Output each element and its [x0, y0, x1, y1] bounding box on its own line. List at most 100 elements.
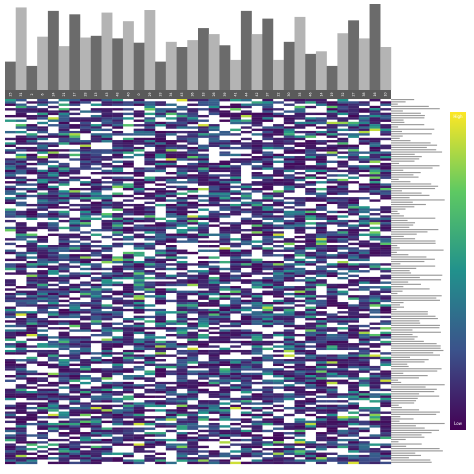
- heatmap-cell: [294, 388, 306, 392]
- column-label: 44: [244, 92, 248, 96]
- heatmap-cell: [273, 448, 284, 451]
- heatmap-cell: [358, 420, 370, 424]
- heatmap-cell: [348, 354, 359, 357]
- heatmap-cell: [262, 135, 274, 138]
- heatmap-cell: [112, 169, 124, 173]
- heatmap-cell: [133, 149, 145, 152]
- heatmap-cell: [230, 158, 242, 161]
- heatmap-cell: [133, 422, 145, 426]
- heatmap-cell: [219, 276, 231, 280]
- row-bar: [391, 165, 440, 167]
- heatmap-cell: [230, 119, 242, 122]
- heatmap-cell: [198, 187, 209, 191]
- heatmap-cell: [101, 370, 113, 373]
- heatmap-cell: [5, 429, 16, 433]
- heatmap-cell: [208, 181, 220, 184]
- heatmap-cell: [176, 219, 188, 223]
- heatmap-cell: [348, 181, 359, 184]
- heatmap-cell: [58, 112, 70, 116]
- heatmap-cell: [47, 448, 59, 451]
- heatmap-cell: [230, 254, 242, 257]
- heatmap-cell: [47, 429, 59, 433]
- heatmap-cell: [133, 386, 145, 389]
- heatmap-cell: [122, 208, 134, 211]
- heatmap-cell: [90, 233, 102, 236]
- heatmap-cell: [230, 427, 242, 430]
- heatmap-cell: [26, 276, 38, 280]
- heatmap-cell: [208, 459, 220, 462]
- heatmap-cell: [230, 297, 242, 300]
- heatmap-cell: [283, 240, 295, 243]
- heatmap-cell: [122, 336, 134, 339]
- heatmap-cell: [5, 308, 16, 312]
- heatmap-cell: [198, 400, 209, 403]
- heatmap-cell: [90, 156, 102, 159]
- heatmap-cell: [273, 215, 284, 218]
- heatmap-cell: [187, 110, 199, 113]
- heatmap-cell: [58, 345, 70, 348]
- heatmap-cell: [90, 427, 102, 430]
- heatmap-cell: [326, 295, 338, 298]
- heatmap-cell: [122, 288, 134, 291]
- heatmap-cell: [122, 292, 134, 296]
- heatmap-cell: [155, 384, 166, 387]
- heatmap-cell: [208, 265, 220, 268]
- heatmap-cell: [326, 343, 338, 346]
- heatmap-cell: [380, 238, 392, 241]
- heatmap-cell: [15, 333, 27, 337]
- heatmap-cell: [358, 183, 370, 186]
- heatmap-cell: [208, 308, 220, 312]
- heatmap-cell: [155, 229, 166, 232]
- heatmap-cell: [80, 167, 91, 170]
- heatmap-cell: [133, 448, 145, 451]
- heatmap-cell: [315, 416, 327, 419]
- heatmap-cell: [251, 222, 263, 225]
- heatmap-cell: [133, 103, 145, 106]
- heatmap-cell: [358, 101, 370, 104]
- heatmap-cell: [5, 219, 16, 223]
- heatmap-cell: [187, 336, 199, 339]
- heatmap-cell: [208, 126, 220, 129]
- heatmap-cell: [358, 443, 370, 446]
- heatmap-cell: [251, 133, 263, 136]
- heatmap-cell: [294, 343, 306, 346]
- heatmap-cell: [144, 404, 156, 408]
- heatmap-cell: [198, 260, 209, 264]
- heatmap-cell: [358, 340, 370, 344]
- heatmap-cell: [294, 379, 306, 382]
- heatmap-cell: [15, 201, 27, 205]
- heatmap-cell: [305, 169, 317, 173]
- heatmap-cell: [15, 169, 27, 173]
- heatmap-cell: [262, 333, 274, 337]
- row-bar: [391, 461, 432, 463]
- heatmap-cell: [262, 156, 274, 159]
- heatmap-cell: [262, 395, 274, 398]
- heatmap-cell: [208, 400, 220, 403]
- heatmap-cell: [240, 142, 252, 145]
- colorbar-gradient: [450, 112, 466, 430]
- heatmap-cell: [262, 265, 274, 268]
- row-bar-chart: [391, 99, 445, 463]
- heatmap-cell: [5, 434, 16, 437]
- heatmap-cell: [37, 146, 49, 150]
- heatmap-cell: [305, 135, 317, 138]
- heatmap-cell: [26, 272, 38, 275]
- heatmap-cell: [69, 356, 81, 360]
- heatmap-cell: [219, 375, 231, 378]
- heatmap-cell: [144, 356, 156, 360]
- heatmap-cell: [112, 267, 124, 271]
- heatmap-cell: [90, 108, 102, 111]
- heatmap-cell: [305, 151, 317, 154]
- heatmap-cell: [112, 400, 124, 403]
- heatmap-cell: [358, 210, 370, 214]
- heatmap-cell: [337, 302, 349, 305]
- heatmap-cell: [112, 203, 124, 207]
- heatmap-cell: [122, 238, 134, 241]
- heatmap-cell: [326, 130, 338, 134]
- heatmap-cell: [90, 333, 102, 337]
- heatmap-cell: [369, 233, 381, 236]
- heatmap-cell: [155, 422, 166, 426]
- heatmap-cell: [165, 288, 177, 291]
- heatmap-cell: [369, 178, 381, 182]
- heatmap-cell: [369, 436, 381, 440]
